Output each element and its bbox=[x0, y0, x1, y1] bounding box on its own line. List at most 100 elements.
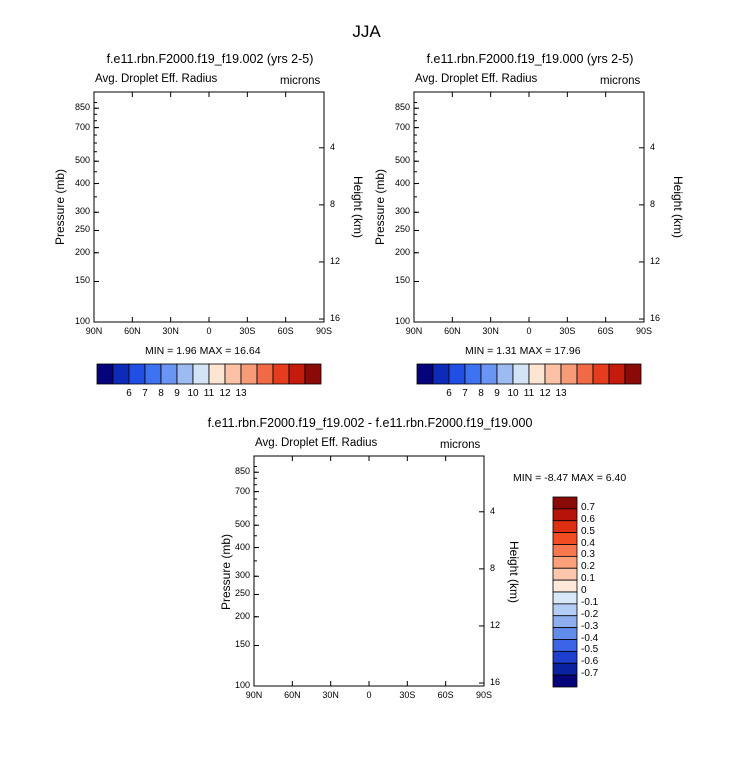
panel3-stats: MIN = -8.47 MAX = 6.40 bbox=[513, 472, 627, 484]
y2-tick-label: 16 bbox=[490, 677, 501, 688]
colorbar-swatch bbox=[448, 363, 466, 385]
panel1-colorbar bbox=[96, 363, 322, 385]
panel1-subtitle: Avg. Droplet Eff. Radius bbox=[95, 73, 218, 85]
y-tick-label: 850 bbox=[234, 466, 250, 477]
panel2-ylabel: Pressure (mb) bbox=[373, 169, 387, 246]
colorbar-swatch bbox=[552, 591, 578, 605]
colorbar-label: -0.7 bbox=[581, 668, 599, 680]
colorbar-swatch bbox=[552, 532, 578, 545]
colorbar-swatch bbox=[272, 363, 290, 385]
colorbar-swatch bbox=[552, 615, 578, 629]
panel3-plot bbox=[253, 455, 485, 687]
colorbar-swatch bbox=[544, 363, 562, 385]
colorbar-label: -0.5 bbox=[581, 644, 599, 656]
colorbar-swatch bbox=[552, 544, 578, 557]
colorbar-swatch bbox=[608, 363, 626, 385]
y-tick-label: 300 bbox=[74, 206, 90, 217]
tick-marks bbox=[93, 92, 325, 323]
colorbar-label: 11 bbox=[523, 388, 535, 399]
colorbar-label: 10 bbox=[507, 388, 519, 399]
y-tick-label: 100 bbox=[234, 680, 250, 690]
y2-tick-label: 8 bbox=[330, 198, 336, 209]
colorbar-swatch bbox=[552, 496, 578, 510]
panel3-colorbar bbox=[552, 496, 578, 688]
tick-marks bbox=[253, 456, 485, 687]
y-tick-label: 400 bbox=[234, 541, 250, 552]
y-tick-label: 250 bbox=[234, 588, 250, 599]
colorbar-label: 13 bbox=[235, 388, 247, 399]
colorbar-swatch bbox=[208, 363, 226, 385]
x-tick-label: 90N bbox=[245, 690, 263, 700]
panel2-plot bbox=[413, 91, 645, 323]
y-tick-label: 700 bbox=[394, 121, 410, 132]
x-tick-label: 0 bbox=[526, 326, 532, 336]
y-tick-label: 850 bbox=[394, 102, 410, 113]
colorbar-swatch bbox=[552, 508, 578, 522]
colorbar-swatch bbox=[592, 363, 610, 385]
y-tick-label: 250 bbox=[394, 224, 410, 235]
x-tick-label: 60N bbox=[284, 690, 301, 700]
y-tick-label: 100 bbox=[74, 316, 90, 326]
colorbar-swatch bbox=[240, 363, 258, 385]
colorbar-swatch bbox=[560, 363, 578, 385]
colorbar-swatch bbox=[552, 639, 578, 652]
colorbar-swatch bbox=[96, 363, 114, 385]
colorbar-swatch bbox=[160, 363, 178, 385]
colorbar-label: 0.6 bbox=[581, 513, 595, 525]
panel1-plot bbox=[93, 91, 325, 323]
colorbar-label: -0.6 bbox=[581, 656, 599, 668]
colorbar-swatch bbox=[576, 363, 594, 385]
panel2-colorbar bbox=[416, 363, 642, 385]
x-tick-label: 30S bbox=[559, 326, 576, 336]
panel3-title: f.e11.rbn.F2000.f19_f19.002 - f.e11.rbn.… bbox=[207, 416, 533, 430]
y-tick-label: 300 bbox=[234, 570, 250, 581]
colorbar-label: -0.3 bbox=[581, 620, 599, 632]
tick-marks bbox=[413, 92, 645, 323]
y-tick-label: 500 bbox=[74, 155, 90, 166]
x-tick-label: 30S bbox=[399, 690, 416, 700]
x-tick-label: 60N bbox=[444, 326, 461, 336]
panel1-ylabel: Pressure (mb) bbox=[53, 169, 67, 246]
colorbar-swatch bbox=[288, 363, 306, 385]
x-tick-label: 0 bbox=[366, 690, 372, 700]
x-tick-label: 30N bbox=[322, 690, 339, 700]
colorbar-swatch bbox=[552, 579, 578, 593]
x-tick-label: 60S bbox=[597, 326, 614, 336]
figure-title: JJA bbox=[352, 22, 381, 41]
colorbar-swatch bbox=[176, 363, 194, 385]
x-tick-label: 30S bbox=[239, 326, 256, 336]
panel3-ylabel-right: Height (km) bbox=[507, 540, 521, 603]
colorbar-swatch bbox=[552, 520, 578, 534]
y2-tick-label: 8 bbox=[650, 198, 656, 209]
colorbar-label: 0.7 bbox=[581, 501, 595, 513]
y2-tick-label: 4 bbox=[650, 141, 656, 152]
colorbar-swatch bbox=[552, 650, 578, 664]
colorbar-label: 13 bbox=[555, 388, 567, 399]
panel1-stats: MIN = 1.96 MAX = 16.64 bbox=[145, 345, 261, 357]
y-tick-label: 500 bbox=[394, 155, 410, 166]
colorbar-label: 12 bbox=[539, 388, 551, 399]
x-tick-label: 90N bbox=[85, 326, 103, 336]
panel1-title: f.e11.rbn.F2000.f19_f19.002 (yrs 2-5) bbox=[106, 52, 314, 66]
y-tick-label: 500 bbox=[234, 519, 250, 530]
y-tick-label: 150 bbox=[74, 275, 90, 286]
y2-tick-label: 4 bbox=[330, 141, 336, 152]
colorbar-swatch bbox=[528, 363, 546, 385]
y-tick-label: 200 bbox=[234, 610, 250, 621]
panel2-title: f.e11.rbn.F2000.f19_f19.000 (yrs 2-5) bbox=[426, 52, 634, 66]
colorbar-swatch bbox=[128, 363, 146, 385]
y-tick-label: 700 bbox=[234, 485, 250, 496]
panel1-units: microns bbox=[280, 75, 321, 87]
colorbar-swatch bbox=[480, 363, 498, 385]
colorbar-swatch bbox=[432, 363, 450, 385]
colorbar-label: 0.5 bbox=[581, 525, 595, 537]
x-tick-label: 60S bbox=[437, 690, 454, 700]
y-tick-label: 150 bbox=[394, 275, 410, 286]
colorbar-label: 9 bbox=[494, 388, 500, 399]
x-tick-label: 60S bbox=[277, 326, 294, 336]
colorbar-swatch bbox=[624, 363, 642, 385]
colorbar-swatch bbox=[512, 363, 530, 385]
x-tick-label: 90S bbox=[475, 690, 492, 700]
plot-frame bbox=[93, 91, 325, 323]
colorbar-label: 7 bbox=[142, 388, 148, 399]
